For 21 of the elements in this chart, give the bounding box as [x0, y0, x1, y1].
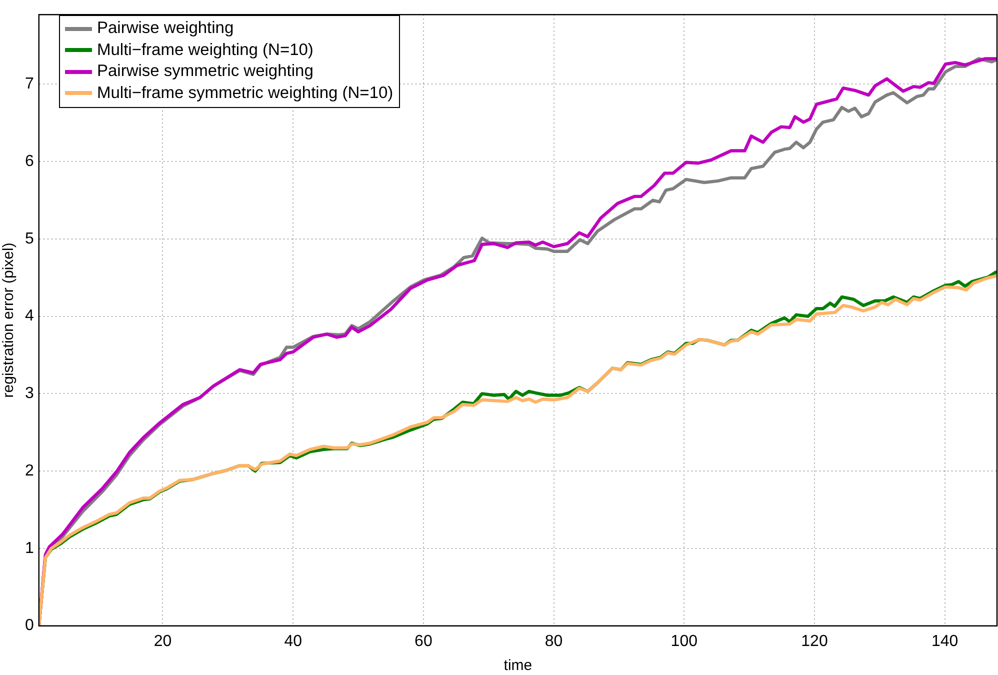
- legend-label: Multi−frame weighting (N=10): [97, 40, 314, 60]
- legend-label: Multi−frame symmetric weighting (N=10): [97, 82, 394, 104]
- y-tick-label: 2: [24, 462, 34, 480]
- x-tick-label: 20: [154, 632, 172, 650]
- legend-label: Pairwise symmetric weighting: [97, 61, 314, 82]
- x-tick-label: 100: [670, 632, 698, 650]
- y-tick-label: 6: [24, 153, 34, 170]
- y-axis-title: registration error (pixel): [0, 242, 18, 398]
- x-tick-label: 40: [284, 632, 302, 650]
- x-tick-label: 140: [932, 632, 958, 650]
- x-tick-label: 80: [544, 632, 563, 650]
- y-tick-label: 5: [24, 230, 34, 248]
- x-tick-label: 60: [414, 632, 432, 650]
- y-tick-label: 7: [24, 76, 34, 93]
- y-tick-label: 4: [24, 308, 34, 325]
- y-tick-label: 1: [24, 540, 34, 557]
- legend-label: Pairwise weighting: [97, 18, 234, 39]
- x-axis-title: time: [504, 657, 532, 674]
- y-tick-label: 0: [24, 617, 34, 634]
- x-tick-label: 120: [801, 632, 828, 650]
- y-tick-label: 3: [24, 385, 34, 402]
